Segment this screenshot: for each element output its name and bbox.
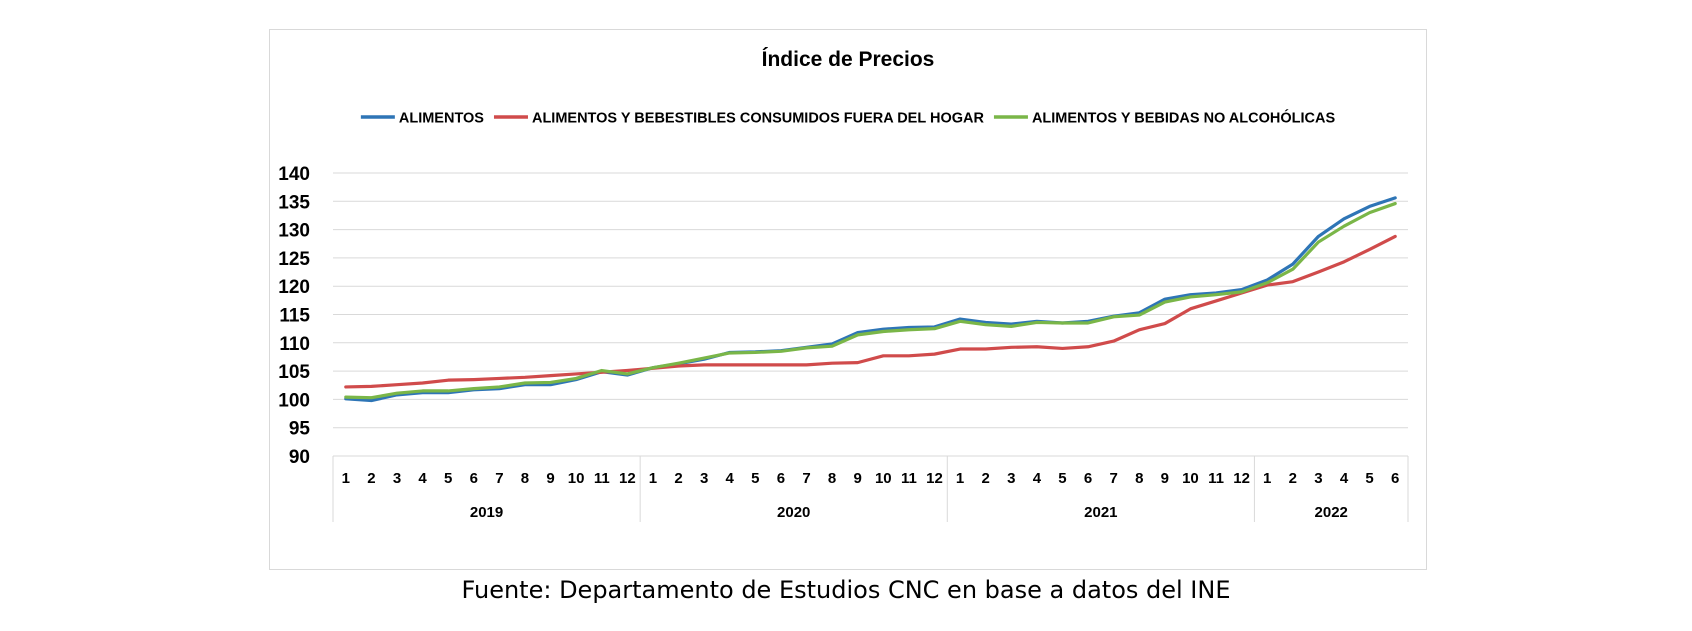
y-tick-label: 100 [278, 390, 310, 411]
y-tick-label: 135 [278, 192, 310, 213]
x-tick-label: 5 [751, 470, 759, 487]
x-tick-label: 1 [649, 470, 657, 487]
x-tick-label: 5 [1058, 470, 1066, 487]
y-axis: 90 95 100 105 110 115 120 125 130 135 140 [278, 164, 310, 468]
x-tick-label: 5 [1365, 470, 1373, 487]
x-tick-label: 2 [1289, 470, 1297, 487]
series-lines [344, 196, 1397, 403]
x-tick-label: 1 [342, 470, 350, 487]
chart-title: Índice de Precios [762, 48, 935, 71]
x-tick-label: 9 [854, 470, 862, 487]
y-tick-label: 120 [278, 277, 310, 298]
x-tick-label: 12 [1233, 470, 1250, 487]
x-tick-label: 1 [1263, 470, 1271, 487]
x-tick-label: 12 [926, 470, 943, 487]
x-tick-label: 4 [1340, 470, 1349, 487]
gridlines [333, 172, 1408, 457]
legend-item-2: ALIMENTOS Y BEBESTIBLES CONSUMIDOS FUERA… [493, 111, 984, 127]
x-tick-label: 2 [367, 470, 375, 487]
x-tick-label: 3 [1314, 470, 1322, 487]
legend-label: ALIMENTOS Y BEBIDAS NO ALCOHÓLICAS [1032, 109, 1336, 127]
x-tick-label: 6 [470, 470, 478, 487]
x-tick-label: 3 [700, 470, 708, 487]
x-tick-label: 4 [1033, 470, 1042, 487]
x-year-label: 2020 [777, 504, 810, 521]
x-tick-label: 12 [619, 470, 636, 487]
x-tick-label: 3 [393, 470, 401, 487]
x-tick-label: 1 [956, 470, 964, 487]
legend: ALIMENTOS ALIMENTOS Y BEBESTIBLES CONSUMI… [360, 109, 1336, 127]
y-tick-label: 110 [279, 334, 310, 355]
y-tick-label: 95 [289, 419, 311, 440]
x-tick-label: 6 [1391, 470, 1399, 487]
x-year-label: 2021 [1084, 504, 1117, 521]
x-tick-label: 7 [802, 470, 810, 487]
x-axis: 1 2 3 4 5 6 7 8 9 10 11 12 1 2 3 4 5 6 7 8 9 10 11 12 1 2 3 4 5 6 7 8 9 1… [332, 456, 1409, 522]
y-tick-label: 115 [279, 306, 310, 327]
x-tick-label: 8 [1135, 470, 1143, 487]
y-tick-label: 130 [278, 221, 310, 242]
source-note: Fuente: Departamento de Estudios CNC en … [461, 576, 1231, 604]
x-tick-label: 6 [1084, 470, 1092, 487]
y-tick-label: 125 [278, 249, 310, 270]
x-tick-label: 9 [546, 470, 554, 487]
x-tick-label: 11 [594, 470, 610, 487]
series-line-2 [344, 234, 1397, 389]
line-chart: Índice de Precios ALIMENTOS ALIMENTOS Y B… [278, 48, 1409, 522]
x-tick-label: 8 [828, 470, 836, 487]
legend-item-3: ALIMENTOS Y BEBIDAS NO ALCOHÓLICAS [993, 109, 1336, 127]
y-tick-label: 90 [289, 447, 310, 468]
x-tick-label: 2 [674, 470, 682, 487]
x-year-label: 2019 [470, 504, 503, 521]
x-tick-label: 10 [568, 470, 585, 487]
y-tick-label: 140 [278, 164, 310, 185]
x-year-label: 2022 [1315, 504, 1348, 521]
chart-frame: Índice de Precios ALIMENTOS ALIMENTOS Y B… [269, 29, 1427, 570]
series-line-1 [344, 196, 1397, 403]
x-tick-label: 3 [1007, 470, 1015, 487]
x-tick-label: 5 [444, 470, 452, 487]
legend-item-1: ALIMENTOS [360, 111, 484, 127]
x-tick-label: 10 [1182, 470, 1199, 487]
x-tick-label: 11 [1208, 470, 1224, 487]
series-line-3 [344, 201, 1397, 400]
x-tick-label: 7 [1109, 470, 1117, 487]
x-tick-label: 10 [875, 470, 892, 487]
x-tick-label: 4 [418, 470, 427, 487]
x-tick-label: 4 [726, 470, 735, 487]
x-tick-label: 11 [901, 470, 917, 487]
x-tick-label: 8 [521, 470, 529, 487]
legend-label: ALIMENTOS Y BEBESTIBLES CONSUMIDOS FUERA… [532, 111, 984, 127]
x-tick-label: 9 [1161, 470, 1169, 487]
legend-label: ALIMENTOS [399, 111, 484, 127]
y-tick-label: 105 [278, 362, 310, 383]
x-tick-label: 7 [495, 470, 503, 487]
x-tick-label: 6 [777, 470, 785, 487]
x-tick-label: 2 [982, 470, 990, 487]
